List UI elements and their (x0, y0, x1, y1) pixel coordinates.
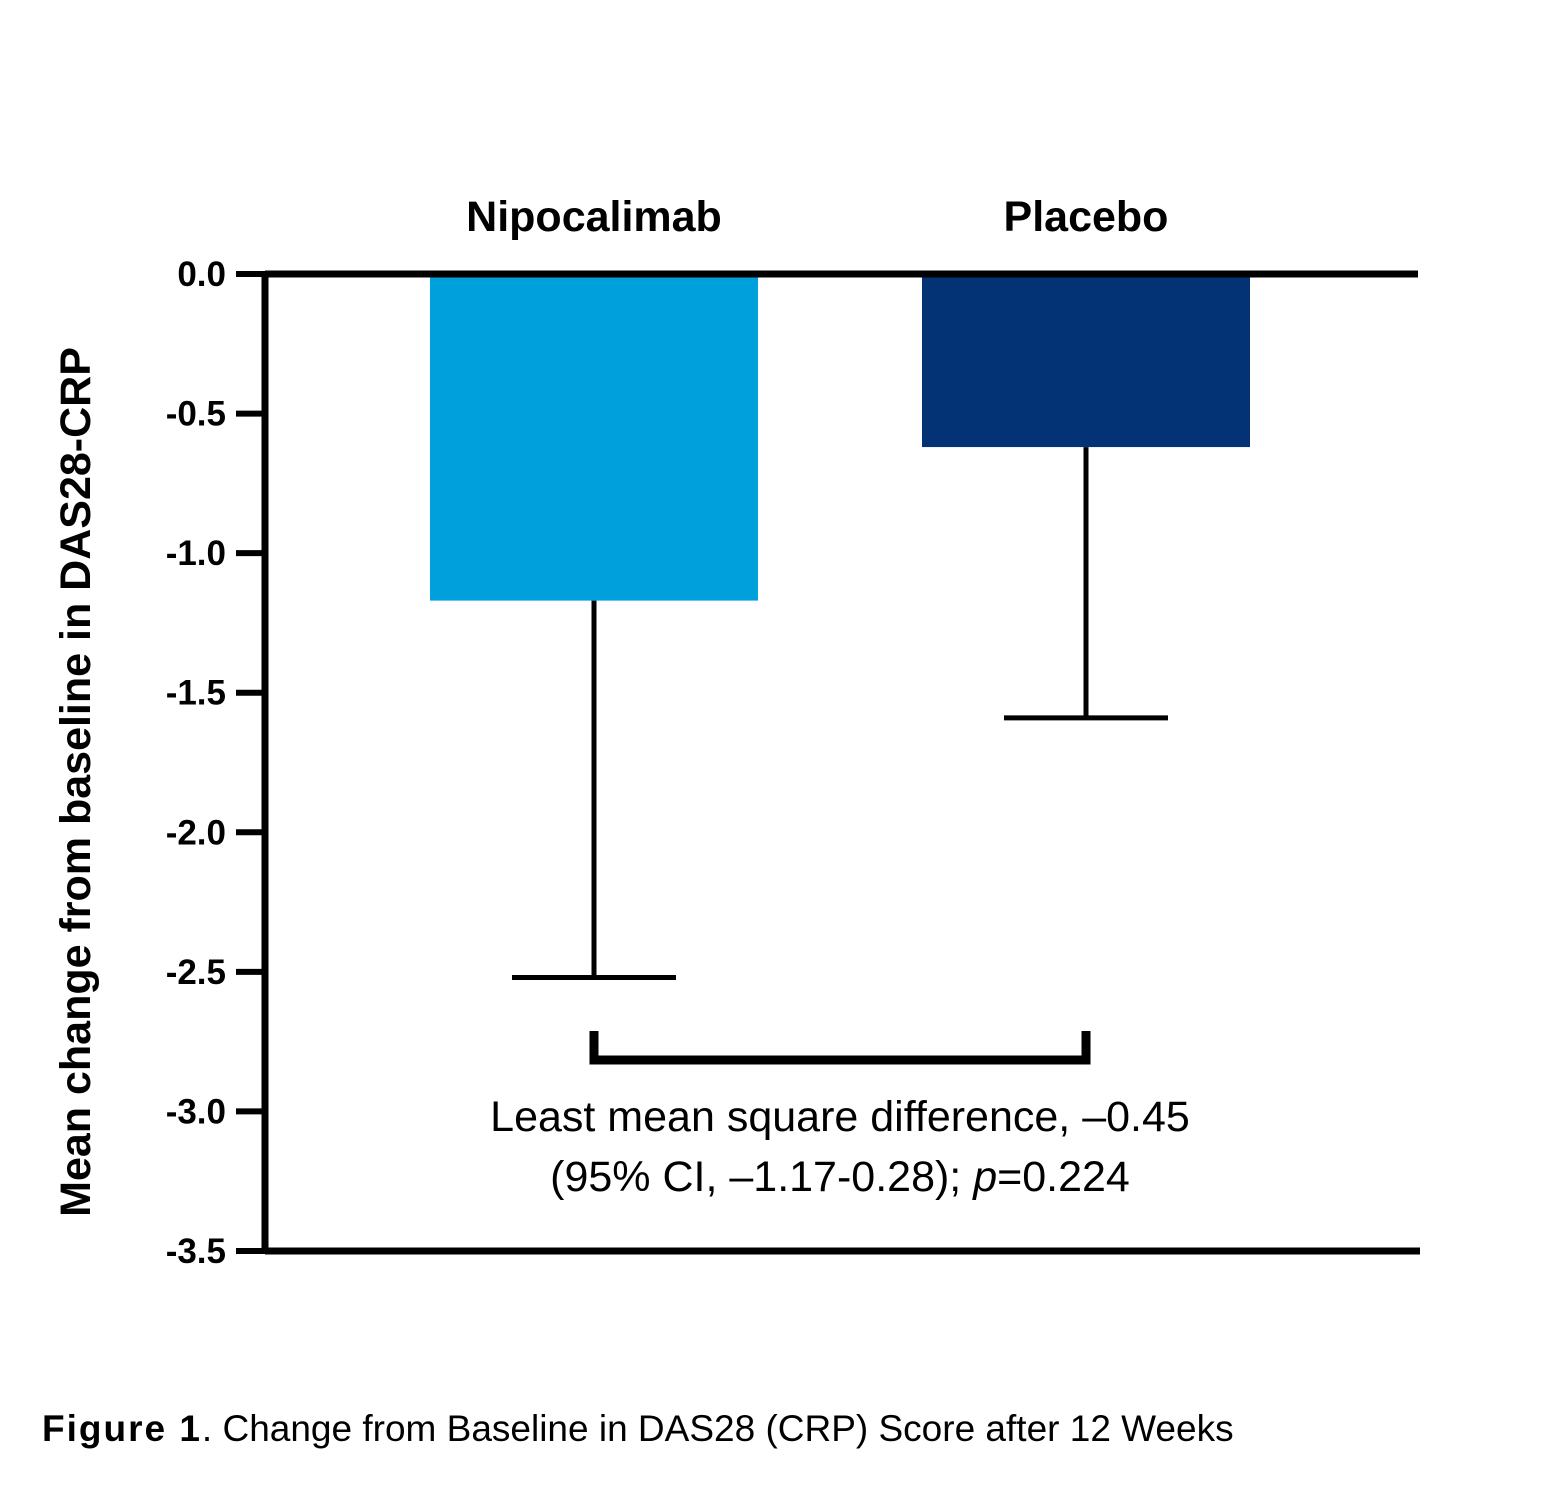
annotation-ci: (95% CI, –1.17-0.28); (550, 1153, 973, 1201)
bars (430, 274, 1250, 601)
y-tick-label: -0.5 (166, 395, 226, 434)
y-tick-label: -1.5 (166, 674, 226, 713)
y-axis-ticks: 0.0 -0.5 -1.0 -1.5 -2.0 -2.5 -3.0 -3.5 (166, 255, 265, 1271)
y-tick-label: -3.5 (166, 1232, 226, 1271)
axes (261, 270, 1420, 1255)
y-axis-label: Mean change from baseline in DAS28-CRP (52, 347, 100, 1217)
bar-chart: 0.0 -0.5 -1.0 -1.5 -2.0 -2.5 -3.0 -3.5 Nipocali… (52, 193, 1420, 1271)
category-label: Placebo (1004, 193, 1169, 241)
category-label: Nipocalimab (466, 193, 722, 241)
caption-text: . Change from Baseline in DAS28 (CRP) Sc… (201, 1408, 1234, 1449)
bar-nipocalimab (430, 274, 758, 601)
annotation-p-symbol: p (971, 1153, 997, 1201)
y-tick-label: -2.5 (166, 953, 226, 992)
bar-placebo (922, 274, 1250, 448)
annotation-line-1: Least mean square difference, –0.45 (490, 1093, 1190, 1141)
bracket-line (589, 1031, 1091, 1065)
annotation-line-2: (95% CI, –1.17-0.28); p=0.224 (550, 1153, 1130, 1201)
y-tick-label: -1.0 (166, 534, 226, 573)
error-bars (512, 447, 1168, 980)
y-tick-label: -3.0 (166, 1092, 226, 1131)
annotation-p-value: =0.224 (997, 1153, 1130, 1201)
comparison-bracket (589, 1031, 1091, 1065)
y-tick-label: 0.0 (177, 255, 226, 294)
figure-caption: Figure 1. Change from Baseline in DAS28 … (42, 1408, 1234, 1450)
figure-label: Figure 1 (42, 1408, 202, 1449)
y-tick-label: -2.0 (166, 813, 226, 852)
category-labels: Nipocalimab Placebo (466, 193, 1168, 241)
